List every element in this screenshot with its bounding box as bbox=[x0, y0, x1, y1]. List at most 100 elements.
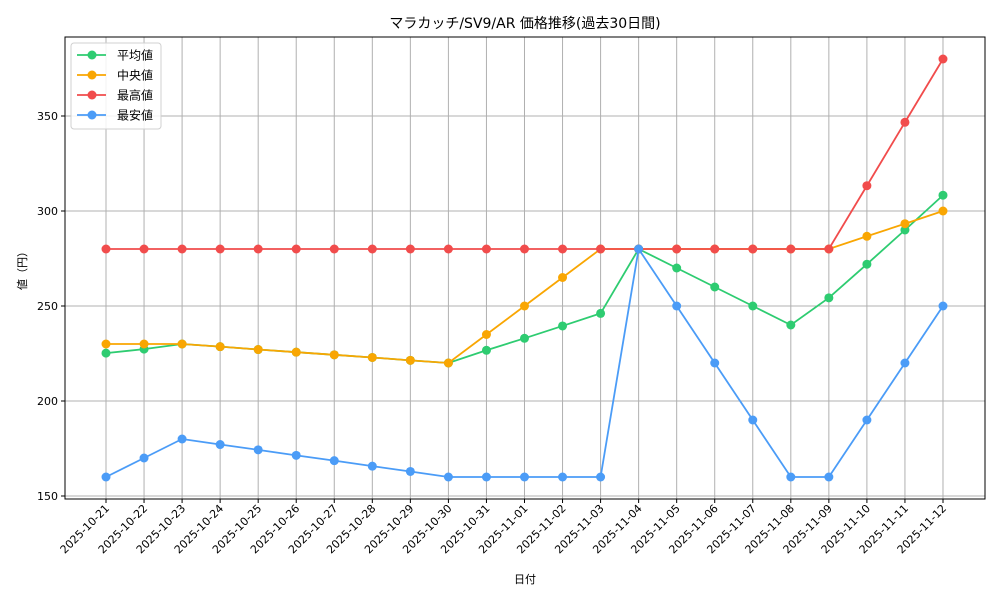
legend-marker-icon bbox=[87, 50, 97, 60]
data-point bbox=[215, 342, 225, 352]
data-point bbox=[291, 244, 301, 254]
data-point bbox=[786, 472, 796, 482]
data-point bbox=[443, 472, 453, 482]
data-point bbox=[215, 440, 225, 450]
data-point bbox=[558, 472, 568, 482]
data-point bbox=[405, 466, 415, 476]
legend-item: 最高値 bbox=[77, 88, 153, 103]
data-point bbox=[672, 263, 682, 273]
data-point bbox=[519, 301, 529, 311]
data-point bbox=[748, 244, 758, 254]
data-point bbox=[824, 472, 834, 482]
data-point bbox=[253, 244, 263, 254]
data-point bbox=[862, 259, 872, 269]
data-point bbox=[710, 358, 720, 368]
data-point bbox=[786, 244, 796, 254]
series-2 bbox=[101, 54, 948, 254]
data-point bbox=[824, 293, 834, 303]
data-point bbox=[634, 244, 644, 254]
data-point bbox=[900, 117, 910, 127]
data-point bbox=[900, 358, 910, 368]
data-point bbox=[101, 472, 111, 482]
grid bbox=[65, 37, 985, 499]
legend-item: 中央値 bbox=[77, 68, 153, 83]
data-point bbox=[596, 244, 606, 254]
data-point bbox=[900, 225, 910, 235]
data-point bbox=[139, 244, 149, 254]
data-point bbox=[558, 244, 568, 254]
data-point bbox=[558, 273, 568, 282]
data-point bbox=[101, 348, 111, 358]
data-point bbox=[862, 231, 872, 241]
legend-marker-icon bbox=[87, 70, 97, 80]
data-point bbox=[443, 358, 453, 368]
y-tick-label: 350 bbox=[37, 110, 58, 123]
data-point bbox=[101, 244, 111, 254]
series-lines bbox=[101, 54, 948, 482]
data-point bbox=[177, 434, 187, 444]
data-point bbox=[900, 219, 910, 229]
data-point bbox=[862, 181, 872, 191]
data-point bbox=[558, 321, 568, 331]
data-point bbox=[101, 339, 111, 349]
legend-label: 中央値 bbox=[117, 68, 153, 83]
data-point bbox=[405, 244, 415, 254]
data-point bbox=[938, 190, 948, 200]
data-point bbox=[824, 244, 834, 254]
data-point bbox=[748, 415, 758, 425]
data-point bbox=[786, 320, 796, 330]
data-point bbox=[367, 352, 377, 362]
y-axis: 150 200 250 300 350 bbox=[37, 110, 65, 503]
x-axis-label: 日付 bbox=[514, 573, 536, 586]
legend-marker-icon bbox=[87, 90, 97, 100]
data-point bbox=[519, 244, 529, 254]
legend-label: 最高値 bbox=[117, 88, 153, 103]
legend-item: 平均値 bbox=[77, 48, 153, 63]
data-point bbox=[139, 453, 149, 463]
legend-box bbox=[70, 42, 162, 130]
series-3 bbox=[101, 244, 948, 482]
data-point bbox=[481, 330, 491, 339]
data-point bbox=[253, 445, 263, 455]
data-point bbox=[481, 345, 491, 355]
data-point bbox=[367, 244, 377, 254]
y-tick-label: 250 bbox=[37, 300, 58, 313]
data-point bbox=[938, 54, 948, 64]
data-point bbox=[215, 244, 225, 254]
data-point bbox=[862, 415, 872, 425]
plot-frame bbox=[64, 36, 986, 500]
data-point bbox=[748, 301, 758, 311]
legend-label: 平均値 bbox=[117, 48, 153, 63]
data-point bbox=[596, 472, 606, 482]
legend-marker-icon bbox=[87, 110, 97, 120]
legend-item: 最安値 bbox=[77, 108, 153, 123]
data-point bbox=[672, 301, 682, 311]
data-point bbox=[253, 345, 263, 355]
y-tick-label: 200 bbox=[37, 395, 58, 408]
data-point bbox=[405, 355, 415, 365]
data-point bbox=[710, 282, 720, 292]
legend-label: 最安値 bbox=[117, 108, 153, 123]
data-point bbox=[291, 347, 301, 357]
data-point bbox=[177, 339, 187, 349]
data-point bbox=[291, 450, 301, 460]
data-point bbox=[596, 308, 606, 318]
x-axis: 2025-10-212025-10-222025-10-232025-10-24… bbox=[58, 499, 949, 556]
chart-title: マラカッチ/SV9/AR 価格推移(過去30日間) bbox=[389, 16, 660, 32]
data-point bbox=[367, 461, 377, 471]
data-point bbox=[329, 244, 339, 254]
data-point bbox=[672, 244, 682, 254]
y-axis-label: 値（円） bbox=[16, 246, 29, 290]
y-tick-label: 150 bbox=[37, 490, 58, 503]
data-point bbox=[329, 350, 339, 360]
data-point bbox=[139, 339, 149, 349]
data-point bbox=[519, 472, 529, 482]
data-point bbox=[481, 244, 491, 254]
data-point bbox=[443, 244, 453, 254]
data-point bbox=[938, 301, 948, 311]
y-tick-label: 300 bbox=[37, 205, 58, 218]
data-point bbox=[938, 206, 948, 216]
data-point bbox=[177, 244, 187, 254]
